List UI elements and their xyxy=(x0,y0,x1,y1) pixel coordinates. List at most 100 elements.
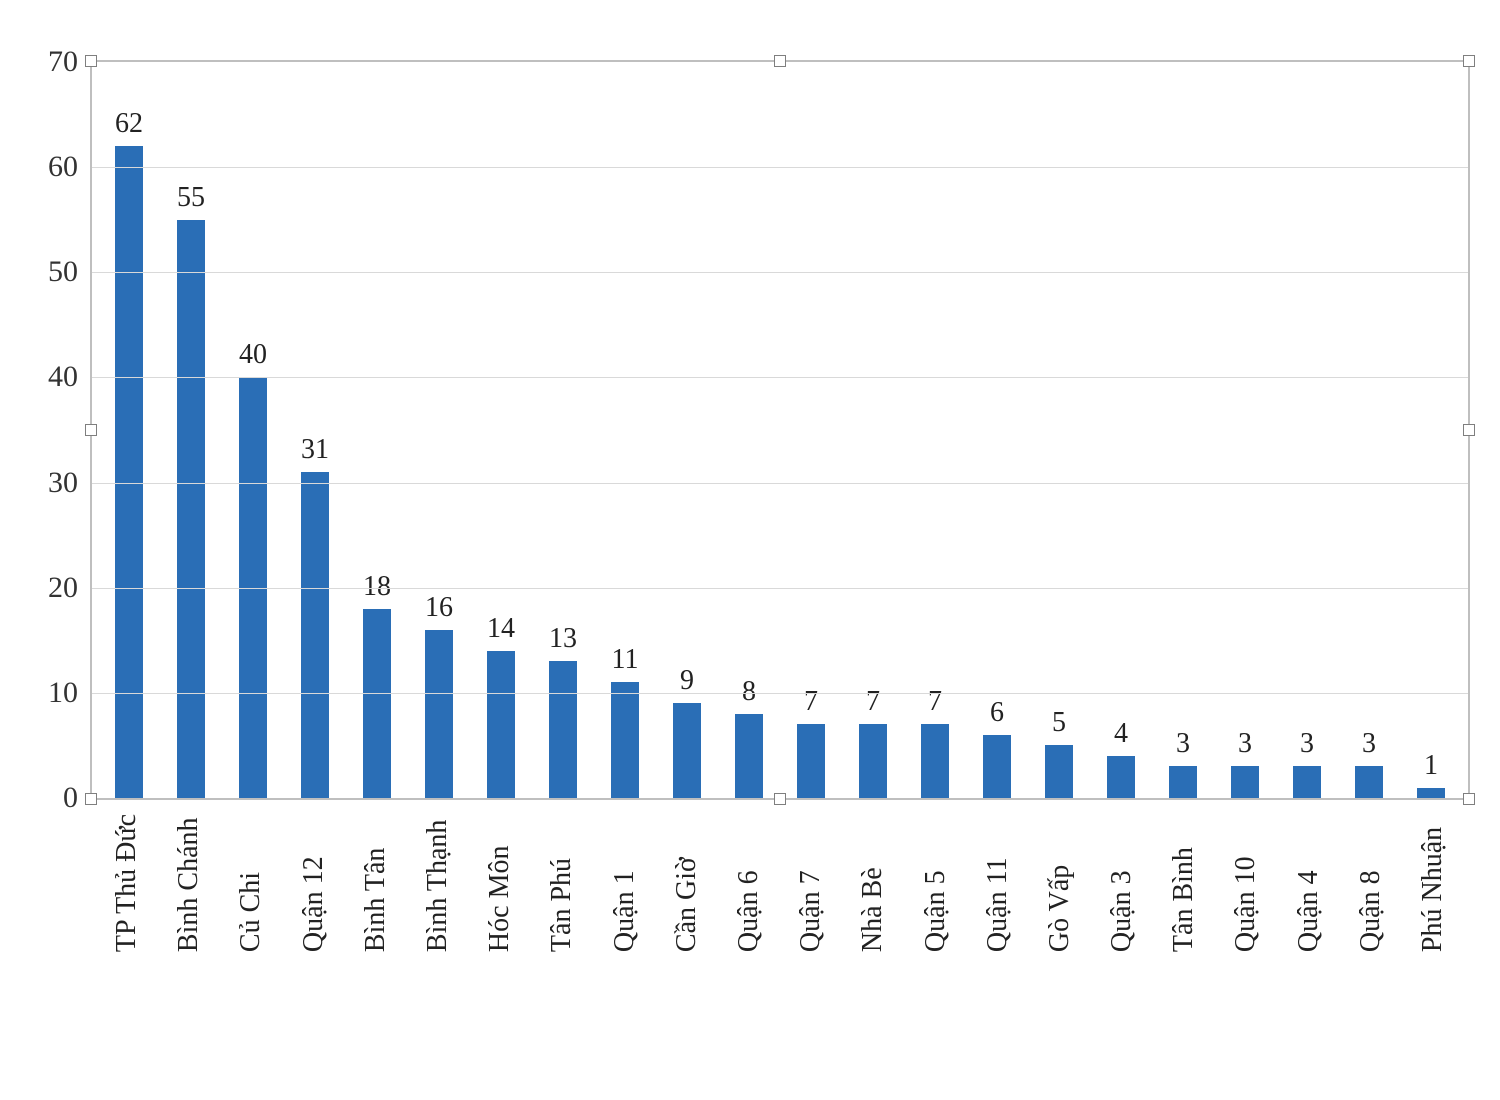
x-label-slot: Quận 12 xyxy=(283,814,345,952)
grid-line xyxy=(92,588,1468,589)
bar xyxy=(1231,766,1259,798)
bar-value-label: 14 xyxy=(487,613,515,645)
x-label-slot: Quận 3 xyxy=(1091,814,1153,952)
bar-value-label: 3 xyxy=(1238,728,1252,760)
bar-slot: 7 xyxy=(780,62,842,798)
x-label-slot: Quận 1 xyxy=(594,814,656,952)
x-label-slot: Gò Vấp xyxy=(1029,814,1091,952)
bar xyxy=(1417,788,1445,799)
x-axis-label: Quận 6 xyxy=(733,814,765,952)
bar-value-label: 5 xyxy=(1052,707,1066,739)
selection-handle-mr[interactable] xyxy=(1463,424,1475,436)
x-axis-label: Tân Bình xyxy=(1168,814,1200,952)
x-label-slot: Quận 5 xyxy=(904,814,966,952)
x-axis-label: Quận 5 xyxy=(920,814,952,952)
x-axis-label: Quận 1 xyxy=(609,814,641,952)
bar xyxy=(487,651,515,798)
bar-value-label: 16 xyxy=(425,592,453,624)
bar-value-label: 40 xyxy=(239,339,267,371)
bars-container: 6255403118161413119877765433331 xyxy=(92,62,1468,798)
grid-line xyxy=(92,167,1468,168)
x-axis-label: Bình Chánh xyxy=(173,814,205,952)
x-label-slot: Cần Giờ xyxy=(656,814,718,952)
bar-value-label: 3 xyxy=(1300,728,1314,760)
bar-value-label: 7 xyxy=(866,686,880,718)
bar-slot: 31 xyxy=(284,62,346,798)
bar-value-label: 3 xyxy=(1362,728,1376,760)
y-tick-label: 0 xyxy=(63,781,92,815)
bar xyxy=(425,630,453,798)
x-label-slot: Bình Tân xyxy=(345,814,407,952)
y-tick-label: 70 xyxy=(48,45,92,79)
y-tick-label: 10 xyxy=(48,676,92,710)
bar-value-label: 62 xyxy=(115,108,143,140)
selection-handle-ml[interactable] xyxy=(85,424,97,436)
bar xyxy=(363,609,391,798)
grid-line xyxy=(92,272,1468,273)
plot-area: 6255403118161413119877765433331 01020304… xyxy=(90,60,1470,800)
x-label-slot: TP Thủ Đức xyxy=(96,814,158,952)
bar xyxy=(301,472,329,798)
x-axis-label: Quận 3 xyxy=(1106,814,1138,952)
x-label-slot: Quận 11 xyxy=(967,814,1029,952)
x-label-slot: Quận 4 xyxy=(1278,814,1340,952)
bar-slot: 62 xyxy=(98,62,160,798)
bar-slot: 9 xyxy=(656,62,718,798)
grid-line xyxy=(92,377,1468,378)
bar-value-label: 3 xyxy=(1176,728,1190,760)
x-label-slot: Bình Chánh xyxy=(158,814,220,952)
selection-handle-tr[interactable] xyxy=(1463,55,1475,67)
x-axis-label: Quận 12 xyxy=(298,814,330,952)
x-label-slot: Tân Phú xyxy=(531,814,593,952)
bar-chart: 6255403118161413119877765433331 01020304… xyxy=(0,0,1500,1100)
x-axis-label: Củ Chi xyxy=(235,814,267,952)
bar-value-label: 13 xyxy=(549,623,577,655)
selection-handle-bm[interactable] xyxy=(774,793,786,805)
bar-value-label: 31 xyxy=(301,434,329,466)
x-label-slot: Quận 7 xyxy=(780,814,842,952)
selection-handle-tm[interactable] xyxy=(774,55,786,67)
x-axis-labels: TP Thủ Đức Bình Chánh Củ Chi Quận 12 Bình Tâ… xyxy=(90,814,1470,952)
bar-slot: 16 xyxy=(408,62,470,798)
x-label-slot: Hóc Môn xyxy=(469,814,531,952)
y-tick-label: 60 xyxy=(48,150,92,184)
x-axis-label: Quận 4 xyxy=(1293,814,1325,952)
bar xyxy=(1045,745,1073,798)
bar-slot: 14 xyxy=(470,62,532,798)
bar-slot: 40 xyxy=(222,62,284,798)
bar-slot: 6 xyxy=(966,62,1028,798)
bar xyxy=(549,661,577,798)
x-axis-label: Nhà Bè xyxy=(857,814,889,952)
bar xyxy=(177,220,205,798)
x-axis-label: Phú Nhuận xyxy=(1417,814,1449,952)
selection-handle-br[interactable] xyxy=(1463,793,1475,805)
y-tick-label: 50 xyxy=(48,255,92,289)
x-label-slot: Tân Bình xyxy=(1153,814,1215,952)
bar-slot: 8 xyxy=(718,62,780,798)
x-label-slot: Bình Thạnh xyxy=(407,814,469,952)
grid-line xyxy=(92,483,1468,484)
bar-value-label: 6 xyxy=(990,697,1004,729)
bar xyxy=(115,146,143,798)
x-label-slot: Phú Nhuận xyxy=(1402,814,1464,952)
bar-slot: 7 xyxy=(904,62,966,798)
bar xyxy=(1355,766,1383,798)
bar-value-label: 11 xyxy=(612,644,639,676)
bar xyxy=(1107,756,1135,798)
bar-value-label: 55 xyxy=(177,182,205,214)
bar-slot: 3 xyxy=(1152,62,1214,798)
x-label-slot: Nhà Bè xyxy=(842,814,904,952)
x-axis-label: Bình Thạnh xyxy=(422,814,454,952)
x-axis-label: Quận 7 xyxy=(795,814,827,952)
x-label-slot: Quận 10 xyxy=(1215,814,1277,952)
x-axis-label: Gò Vấp xyxy=(1044,814,1076,952)
bar xyxy=(859,724,887,798)
bar xyxy=(735,714,763,798)
bar-value-label: 4 xyxy=(1114,718,1128,750)
bar-value-label: 1 xyxy=(1424,750,1438,782)
x-axis-label: Quận 10 xyxy=(1230,814,1262,952)
x-axis-label: Bình Tân xyxy=(360,814,392,952)
bar-slot: 3 xyxy=(1338,62,1400,798)
x-axis-label: Quận 8 xyxy=(1355,814,1387,952)
y-tick-label: 40 xyxy=(48,360,92,394)
